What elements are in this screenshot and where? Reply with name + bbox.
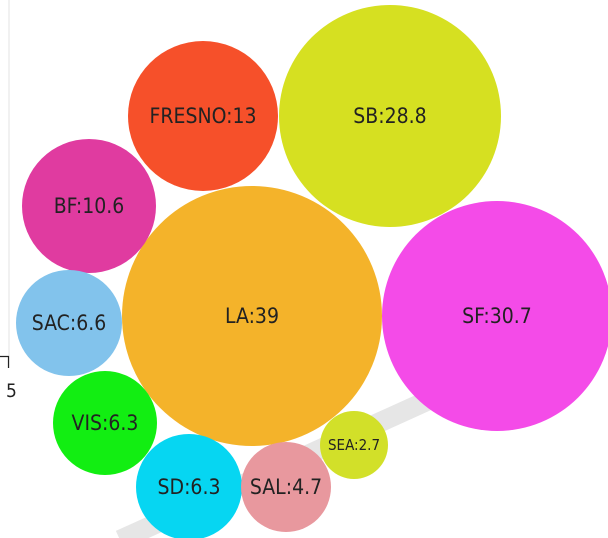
- bubble-label-bf: BF:10.6: [54, 194, 125, 218]
- bubble-label-la: LA:39: [225, 304, 279, 328]
- bubble-label-sal: SAL:4.7: [250, 475, 322, 499]
- bubble-label-sf: SF:30.7: [462, 304, 532, 328]
- bubble-label-sd: SD:6.3: [158, 475, 221, 499]
- axis-tick-mark: [0, 357, 9, 369]
- bubble-label-sac: SAC:6.6: [32, 311, 107, 335]
- bubble-label-vis: VIS:6.3: [72, 411, 139, 435]
- bubble-label-sb: SB:28.8: [353, 104, 426, 128]
- bubbles-group: LA:39 SF:30.7 SB:28.8 FRESNO:13 BF:10.6 SAC:6…: [16, 5, 608, 538]
- axis-tick-label: 5: [6, 380, 17, 402]
- bubble-label-sea: SEA:2.7: [328, 436, 380, 454]
- bubble-label-fresno: FRESNO:13: [150, 104, 257, 128]
